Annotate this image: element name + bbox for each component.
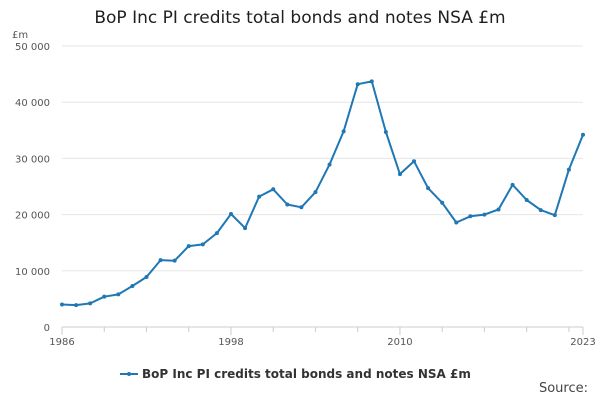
data-point xyxy=(369,79,374,84)
x-axis: 1986 1998 2010 2023 xyxy=(49,326,596,348)
data-point xyxy=(355,82,360,87)
data-point xyxy=(102,294,107,299)
data-point xyxy=(383,129,388,134)
y-axis-unit-label: £m xyxy=(12,30,28,41)
x-tick-label: 1986 xyxy=(49,337,74,348)
legend: BoP Inc PI credits total bonds and notes… xyxy=(120,367,471,381)
data-point xyxy=(412,159,417,164)
data-point xyxy=(581,132,585,137)
data-point xyxy=(228,212,233,217)
y-tick-label: 0 xyxy=(44,323,50,334)
y-tick-label: 20 000 xyxy=(15,211,50,222)
data-point xyxy=(299,205,304,210)
data-point xyxy=(566,167,571,172)
data-point xyxy=(271,187,276,192)
data-point xyxy=(257,194,262,199)
chart-title: BoP Inc PI credits total bonds and notes… xyxy=(94,8,506,28)
data-point xyxy=(60,302,64,307)
data-point xyxy=(397,172,402,177)
data-point xyxy=(454,220,459,225)
y-tick-label: 30 000 xyxy=(15,154,50,165)
data-point xyxy=(510,182,515,187)
data-point xyxy=(524,197,529,202)
data-point xyxy=(552,213,557,218)
legend-marker-swatch xyxy=(127,372,131,376)
data-point xyxy=(158,258,163,263)
data-point xyxy=(172,258,177,263)
data-point xyxy=(496,207,501,212)
data-point xyxy=(243,226,248,231)
x-tick-label: 2010 xyxy=(387,337,412,348)
data-point xyxy=(538,208,543,213)
x-tick-label: 1998 xyxy=(218,337,243,348)
data-point xyxy=(327,162,332,167)
data-point xyxy=(116,292,121,297)
data-point xyxy=(130,283,135,288)
data-point xyxy=(88,301,93,306)
y-tick-label: 50 000 xyxy=(15,42,50,53)
x-tick-label: 2023 xyxy=(570,337,595,348)
data-point xyxy=(186,244,191,249)
series-layer xyxy=(60,79,585,308)
data-point xyxy=(468,214,473,219)
data-point xyxy=(144,274,149,279)
data-point xyxy=(285,202,290,207)
data-point xyxy=(313,190,318,195)
source-label: Source: xyxy=(538,381,588,396)
gridlines xyxy=(62,45,583,328)
data-point xyxy=(200,242,205,247)
data-point xyxy=(482,212,487,217)
series-line xyxy=(61,80,584,307)
data-point xyxy=(341,129,346,134)
legend-entry-label: BoP Inc PI credits total bonds and notes… xyxy=(142,367,471,381)
y-axis-ticks: 0 10 000 20 000 30 000 40 000 50 000 xyxy=(15,42,50,334)
y-tick-label: 10 000 xyxy=(15,267,50,278)
data-point xyxy=(214,231,219,236)
data-point xyxy=(74,303,79,308)
data-point xyxy=(426,186,431,191)
y-tick-label: 40 000 xyxy=(15,98,50,109)
data-point xyxy=(440,200,445,205)
